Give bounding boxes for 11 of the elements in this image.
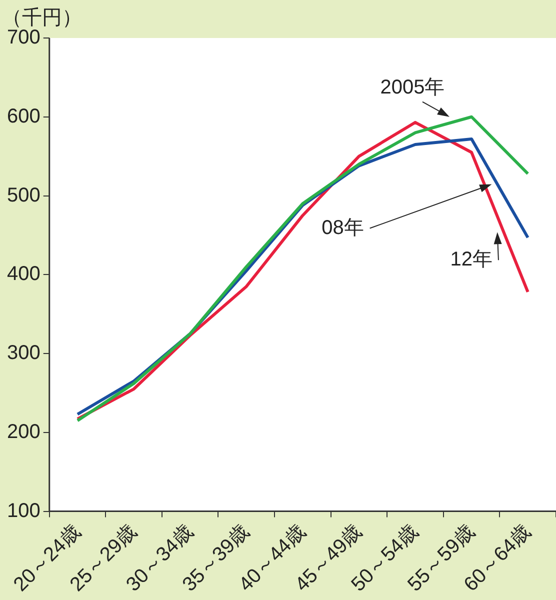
y-tick-label: 700 <box>6 26 40 49</box>
series-label: 2005年 <box>380 76 445 98</box>
series-label: 08年 <box>322 216 364 239</box>
y-tick-label: 200 <box>6 420 40 443</box>
y-tick-label: 400 <box>6 263 40 286</box>
y-tick-label: 600 <box>6 105 40 128</box>
y-axis-title: （千円） <box>2 7 82 29</box>
y-tick-label: 100 <box>6 500 40 522</box>
y-tick-label: 500 <box>6 184 40 206</box>
y-tick-label: 300 <box>6 342 40 364</box>
series-label: 12年 <box>450 248 492 271</box>
